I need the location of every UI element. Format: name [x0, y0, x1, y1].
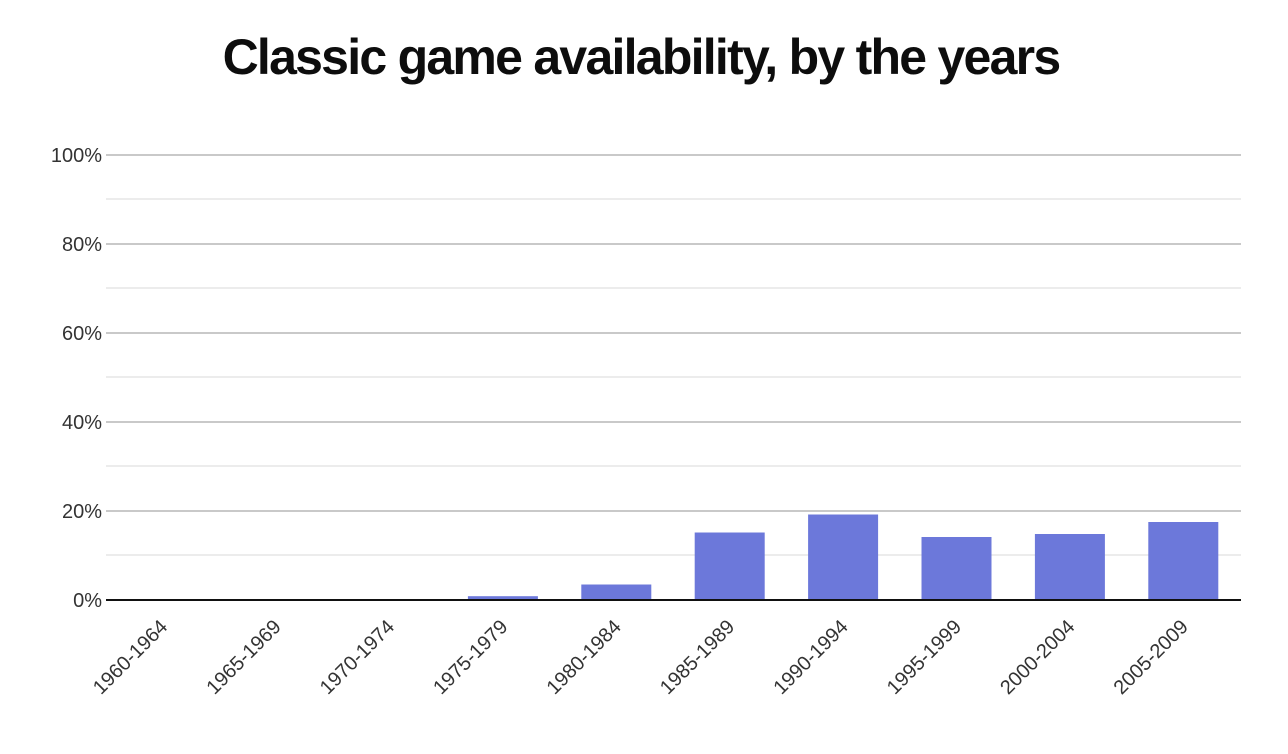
svg-text:40%: 40% — [62, 412, 102, 434]
svg-text:20%: 20% — [62, 501, 102, 523]
svg-text:Classic game availability, by: Classic game availability, by the years — [223, 29, 1060, 85]
svg-text:100%: 100% — [51, 145, 102, 167]
svg-text:80%: 80% — [62, 234, 102, 256]
svg-text:0%: 0% — [73, 590, 102, 612]
svg-text:60%: 60% — [62, 323, 102, 345]
